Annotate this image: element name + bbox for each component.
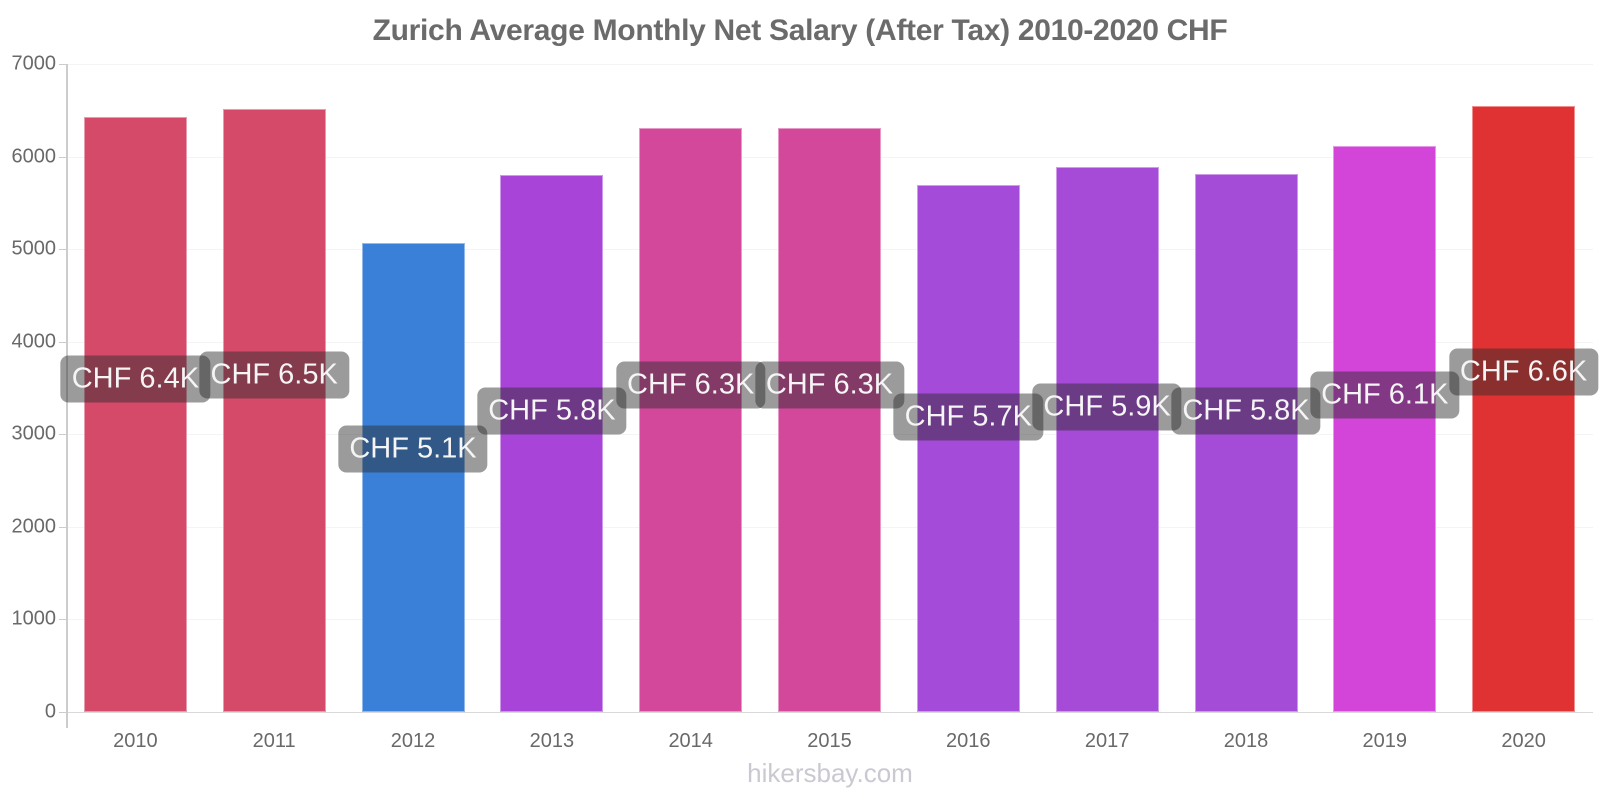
y-tick-mark-3000 bbox=[59, 434, 66, 436]
y-tick-label-4000: 4000 bbox=[11, 330, 57, 353]
x-tick-label-2020: 2020 bbox=[1501, 730, 1546, 752]
x-tick-label-2018: 2018 bbox=[1223, 730, 1269, 752]
x-tick-label-2019: 2019 bbox=[1362, 730, 1408, 752]
value-label-2011: CHF 6.5K bbox=[199, 351, 349, 398]
x-tick-label-2015: 2015 bbox=[807, 730, 852, 752]
y-tick-label-1000: 1000 bbox=[11, 607, 57, 630]
bar-2017[interactable] bbox=[1055, 166, 1159, 712]
x-tick-label-2014: 2014 bbox=[668, 730, 713, 752]
value-label-2016: CHF 5.7K bbox=[893, 393, 1043, 441]
bar-2019[interactable] bbox=[1333, 146, 1437, 712]
y-tick-mark-0 bbox=[59, 712, 66, 713]
y-tick-label-2000: 2000 bbox=[11, 515, 57, 538]
value-label-2018: CHF 5.8K bbox=[1171, 387, 1321, 435]
value-label-2017: CHF 5.9K bbox=[1032, 383, 1182, 431]
x-tick-label-2010: 2010 bbox=[113, 730, 158, 752]
bar-2018[interactable] bbox=[1194, 174, 1298, 712]
y-tick-mark-6000 bbox=[59, 156, 66, 158]
x-tick-label-2013: 2013 bbox=[529, 730, 575, 752]
bar-2020[interactable] bbox=[1472, 105, 1576, 712]
chart-title: Zurich Average Monthly Net Salary (After… bbox=[372, 14, 1228, 47]
y-tick-mark-2000 bbox=[59, 526, 66, 528]
y-tick-label-5000: 5000 bbox=[11, 237, 57, 260]
value-label-2012: CHF 5.1K bbox=[338, 425, 488, 473]
bar-2012[interactable] bbox=[361, 242, 465, 712]
x-tick-label-2016: 2016 bbox=[946, 730, 991, 752]
y-tick-label-6000: 6000 bbox=[11, 145, 57, 168]
x-tick-label-2011: 2011 bbox=[252, 730, 296, 752]
value-label-2014: CHF 6.3K bbox=[616, 361, 766, 409]
value-label-2013: CHF 5.8K bbox=[477, 387, 627, 435]
y-axis-line bbox=[66, 64, 68, 728]
bar-2016[interactable] bbox=[916, 185, 1020, 712]
value-label-2015: CHF 6.3K bbox=[754, 361, 905, 409]
bar-2014[interactable] bbox=[639, 127, 743, 712]
x-tick-label-2012: 2012 bbox=[390, 730, 436, 752]
bar-2010[interactable] bbox=[83, 116, 187, 712]
value-label-2019: CHF 6.1K bbox=[1310, 371, 1460, 419]
y-tick-mark-5000 bbox=[59, 249, 66, 251]
bar-2013[interactable] bbox=[500, 175, 604, 712]
y-tick-mark-4000 bbox=[59, 341, 66, 343]
y-tick-label-3000: 3000 bbox=[11, 422, 57, 445]
bar-2011[interactable] bbox=[222, 109, 326, 712]
bar-2015[interactable] bbox=[778, 127, 881, 712]
y-tick-label-7000: 7000 bbox=[11, 52, 57, 75]
gridline-7000 bbox=[59, 64, 1593, 65]
value-label-2010: CHF 6.4K bbox=[60, 355, 211, 403]
y-tick-label-0: 0 bbox=[44, 700, 56, 723]
watermark: hikersbay.com bbox=[747, 758, 913, 788]
x-tick-label-2017: 2017 bbox=[1084, 730, 1130, 752]
value-label-2020: CHF 6.6K bbox=[1448, 348, 1599, 396]
y-tick-mark-7000 bbox=[59, 64, 66, 65]
y-tick-mark-1000 bbox=[59, 619, 66, 621]
x-axis-line bbox=[59, 712, 1593, 713]
